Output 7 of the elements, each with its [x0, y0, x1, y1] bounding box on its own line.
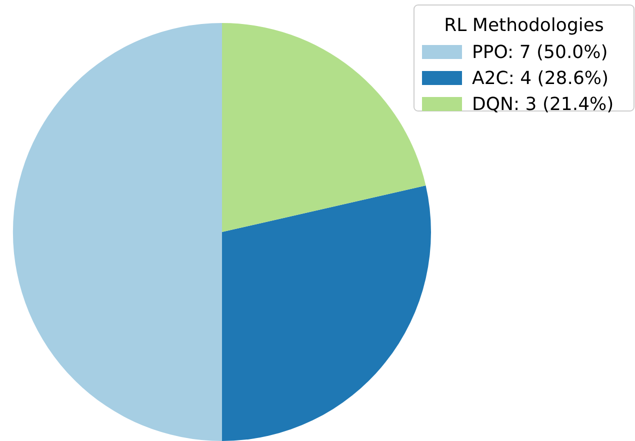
- legend-label: DQN: 3 (21.4%): [472, 94, 614, 115]
- pie-slice: [222, 185, 431, 441]
- legend-label: A2C: 4 (28.6%): [472, 68, 609, 89]
- pie-slice: [13, 23, 222, 441]
- legend-label: PPO: 7 (50.0%): [472, 42, 608, 63]
- legend-title: RL Methodologies: [444, 15, 604, 36]
- pie-slice: [222, 23, 426, 232]
